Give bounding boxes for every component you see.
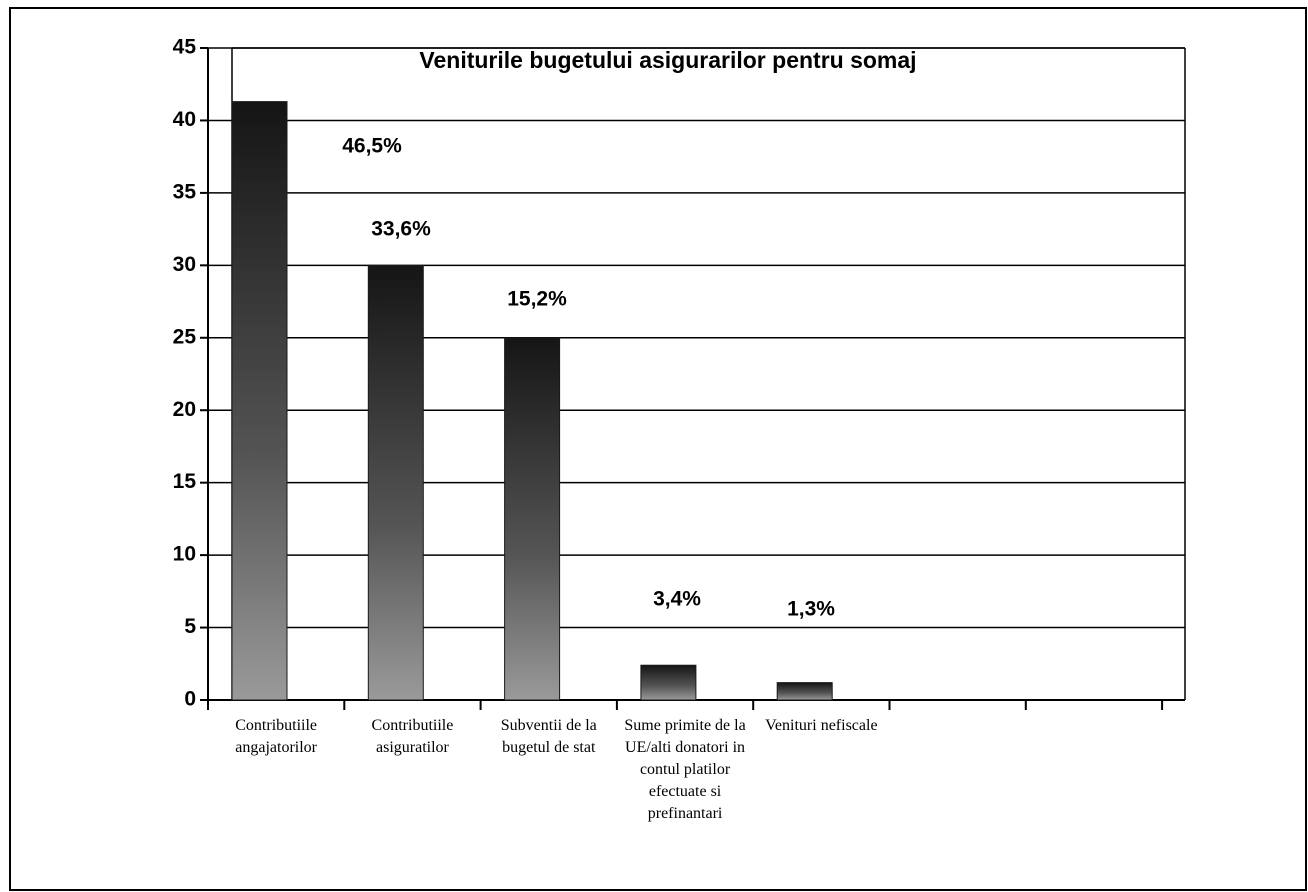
frame [9,7,1307,891]
data-label: 1,3% [787,598,835,621]
y-tick-label: 10 [173,543,196,566]
data-label: 46,5% [342,135,402,158]
bar [231,101,288,701]
bar [367,264,424,701]
x-tick-label: Venituri nefiscale [765,717,877,734]
y-tick-label: 15 [173,470,197,493]
y-tick-label: 20 [173,398,196,421]
x-tick-label: Contributiile asiguratilor [372,717,454,756]
bar [776,682,833,701]
data-label: 33,6% [371,218,431,241]
y-tick-label: 40 [173,108,196,131]
y-tick-label: 35 [173,180,197,203]
chart-title: Veniturile bugetului asigurarilor pentru… [419,47,916,73]
bar [504,337,561,701]
y-tick-label: 5 [184,615,196,638]
data-label: 3,4% [653,588,701,611]
x-tick-label: Contributiile angajatorilor [235,717,317,756]
data-label: 15,2% [507,288,567,311]
y-tick-label: 45 [173,36,197,59]
y-tick-label: 0 [184,688,196,711]
bar [640,664,697,701]
y-tick-label: 25 [173,325,197,348]
x-tick-label: Subventii de la bugetul de stat [501,717,597,756]
x-tick-label: Sume primite de la UE/alti donatori in con… [624,717,745,822]
y-tick-label: 30 [173,253,196,276]
